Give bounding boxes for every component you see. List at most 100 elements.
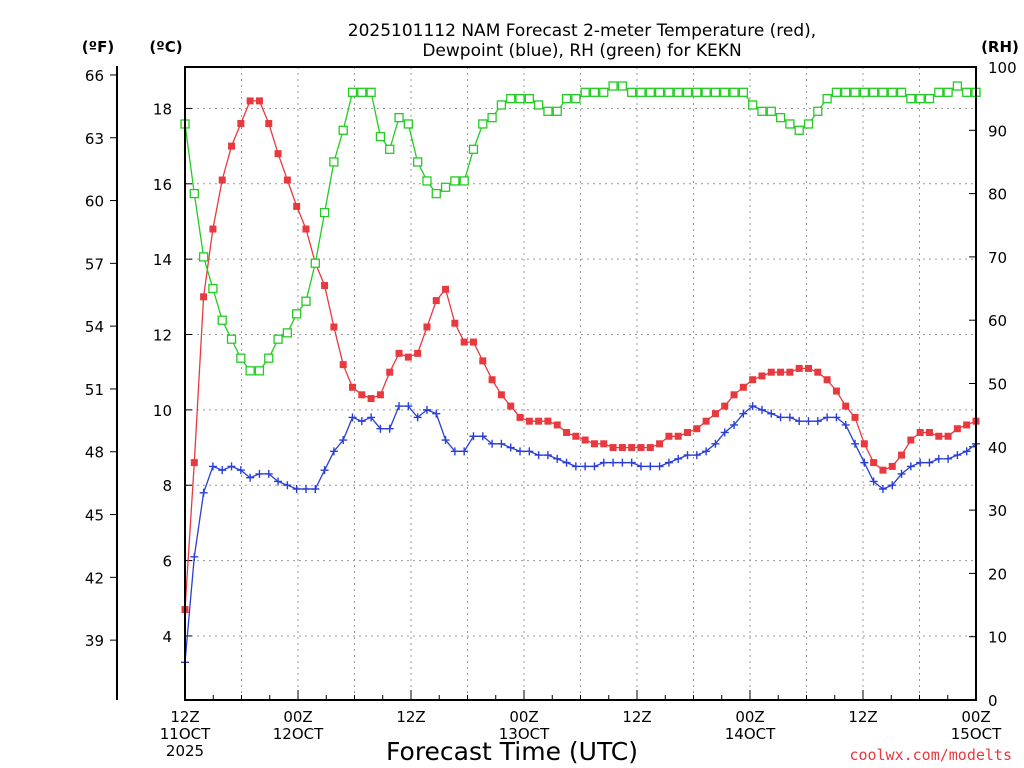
- dewpoint-point: [329, 447, 338, 456]
- x-tick-label: 00Z: [283, 708, 312, 726]
- dewpoint-point: [599, 458, 608, 467]
- rh-point: [813, 106, 823, 116]
- rh-point: [924, 94, 935, 104]
- grid-lines: [185, 67, 976, 700]
- dewpoint-point: [246, 473, 255, 482]
- rh-point: [524, 94, 534, 104]
- rh-point: [561, 94, 572, 104]
- rh-point: [729, 87, 739, 97]
- fahrenheit-tick-label: 51: [85, 381, 104, 399]
- rh-point: [422, 176, 432, 186]
- celsius-unit-label: (ºC): [149, 38, 182, 56]
- rh-point: [859, 87, 869, 97]
- temperature-point: [767, 368, 775, 376]
- rh-point: [254, 366, 265, 376]
- rh-point: [478, 119, 488, 129]
- dewpoint-point: [460, 447, 469, 456]
- dewpoint-point: [748, 402, 757, 411]
- x-tick-label: 12OCT: [273, 725, 324, 743]
- temperature-point: [590, 440, 598, 448]
- temperature-point: [321, 282, 329, 290]
- dewpoint-point: [785, 413, 794, 422]
- chart-title-line-1: 2025101112 NAM Forecast 2-meter Temperat…: [348, 21, 816, 41]
- fahrenheit-tick-label: 48: [85, 444, 104, 462]
- temperature-point: [283, 176, 291, 184]
- rh-point: [468, 144, 479, 154]
- rh-point: [273, 334, 283, 344]
- rh-tick-label: 100: [988, 59, 1017, 77]
- dewpoint-point: [236, 466, 245, 475]
- temperature-point: [600, 440, 608, 448]
- fahrenheit-tick-label: 60: [85, 193, 104, 211]
- dewpoint-point: [962, 447, 971, 456]
- x-axis-title: Forecast Time (UTC): [386, 737, 638, 766]
- dewpoint-point: [404, 402, 413, 411]
- temperature-point: [944, 432, 952, 440]
- temperature-point: [414, 349, 422, 357]
- temperature-point: [246, 97, 254, 105]
- temperature-point: [628, 444, 636, 452]
- dewpoint-point: [376, 424, 385, 433]
- temperature-point: [693, 425, 701, 433]
- dewpoint-point: [264, 469, 273, 478]
- temperature-point: [386, 368, 394, 376]
- fahrenheit-tick-label: 45: [85, 507, 104, 525]
- temperature-point: [795, 364, 803, 372]
- x-tick-label: 00Z: [509, 708, 538, 726]
- rh-point: [543, 106, 553, 116]
- rh-point: [599, 87, 609, 97]
- dewpoint-point: [413, 413, 422, 422]
- temperature-point: [442, 285, 450, 293]
- series-temperature: [181, 97, 980, 614]
- dewpoint-point: [218, 466, 227, 475]
- rh-point: [431, 188, 441, 199]
- rh-point: [664, 87, 674, 97]
- rh-point: [906, 94, 916, 104]
- temperature-point: [479, 357, 487, 365]
- temperature-point: [721, 402, 729, 410]
- dewpoint-point: [627, 458, 636, 467]
- temperature-point: [618, 444, 626, 452]
- rh-point: [515, 94, 525, 104]
- x-tick-label: 14OCT: [725, 725, 776, 743]
- temperature-point: [497, 391, 505, 399]
- rh-point: [952, 81, 963, 91]
- dewpoint-point: [925, 458, 934, 467]
- temperature-point: [237, 120, 245, 128]
- dewpoint-point: [255, 469, 264, 478]
- dewpoint-point: [432, 409, 441, 418]
- dewpoint-point: [571, 462, 580, 471]
- rh-tick-label: 20: [988, 565, 1007, 583]
- temperature-point: [730, 391, 738, 399]
- rh-point: [347, 87, 358, 97]
- rh-point: [654, 87, 665, 97]
- temperature-point: [702, 417, 710, 425]
- rh-point: [831, 87, 842, 97]
- dewpoint-point: [674, 454, 683, 463]
- rh-point: [226, 334, 237, 344]
- dewpoint-point: [497, 439, 506, 448]
- rh-point: [282, 328, 293, 338]
- dewpoint-point: [757, 405, 766, 414]
- rh-tick-label: 90: [988, 122, 1007, 140]
- fahrenheit-tick-label: 63: [85, 130, 104, 148]
- rh-point: [803, 119, 814, 129]
- dewpoint-point: [860, 458, 869, 467]
- rh-unit-label: (RH): [981, 38, 1019, 56]
- dewpoint-point: [422, 405, 431, 414]
- rh-point: [292, 309, 302, 319]
- celsius-tick-label: 16: [153, 176, 172, 194]
- dewpoint-point: [655, 462, 664, 471]
- temperature-point: [200, 293, 208, 301]
- temperature-point: [916, 428, 924, 436]
- rh-point: [329, 157, 339, 167]
- temperature-point: [367, 395, 375, 403]
- celsius-tick-label: 18: [153, 100, 172, 118]
- x-tick-label: 13OCT: [499, 725, 550, 743]
- temperature-point: [749, 376, 757, 384]
- credit-text: coolwx.com/modelts: [849, 746, 1012, 764]
- dewpoint-point: [339, 436, 348, 445]
- temperature-point: [553, 421, 561, 429]
- dewpoint-point: [488, 439, 497, 448]
